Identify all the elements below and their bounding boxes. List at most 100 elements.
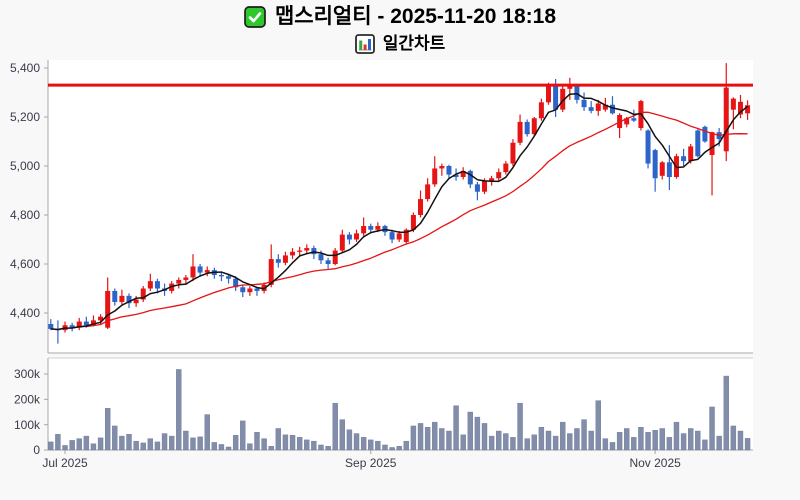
volume-bar bbox=[62, 445, 68, 451]
candle-body bbox=[176, 279, 182, 284]
volume-bar bbox=[567, 433, 573, 451]
volume-bar bbox=[446, 430, 452, 451]
volume-bar bbox=[645, 432, 651, 451]
volume-bar bbox=[545, 430, 552, 451]
x-tick-label: Sep 2025 bbox=[345, 456, 397, 470]
volume-bars bbox=[48, 369, 751, 451]
volume-bar bbox=[595, 400, 601, 451]
volume-bar bbox=[723, 375, 729, 451]
candle-body bbox=[702, 126, 708, 142]
volume-bar bbox=[112, 425, 118, 451]
ma20-line bbox=[50, 111, 748, 331]
candle-body bbox=[553, 85, 559, 110]
candle-body bbox=[375, 226, 381, 230]
volume-bar bbox=[240, 420, 246, 451]
volume-bar bbox=[439, 428, 445, 451]
volume-bar bbox=[410, 425, 417, 451]
volume-bar bbox=[467, 411, 473, 451]
candle-body bbox=[98, 316, 104, 321]
volume-bar bbox=[346, 429, 353, 451]
candle-body bbox=[681, 156, 687, 162]
price-tick-label: 5,200 bbox=[10, 110, 40, 124]
candle-body bbox=[126, 295, 132, 304]
volume-bar bbox=[204, 414, 210, 451]
candle-body bbox=[723, 87, 729, 152]
volume-bar bbox=[218, 444, 225, 451]
candle-body bbox=[254, 288, 260, 291]
candle-body bbox=[531, 118, 537, 135]
volume-bar bbox=[588, 430, 594, 451]
candle-body bbox=[233, 278, 239, 288]
candle-body bbox=[325, 260, 331, 264]
x-tick-label: Nov 2025 bbox=[629, 456, 681, 470]
candle-body bbox=[730, 98, 736, 110]
candle-body bbox=[602, 104, 608, 110]
candle-body bbox=[268, 259, 274, 285]
volume-bar bbox=[225, 446, 232, 451]
candle-body bbox=[574, 85, 580, 100]
candle-body bbox=[567, 85, 573, 89]
chart-title: 맵스리얼티 - 2025-11-20 18:18 bbox=[274, 5, 557, 28]
volume-bar bbox=[417, 423, 424, 451]
candle-body bbox=[197, 266, 203, 273]
volume-bar bbox=[624, 428, 630, 451]
candle-body bbox=[396, 233, 402, 240]
volume-bar bbox=[453, 405, 459, 451]
candle-body bbox=[474, 184, 480, 192]
candle-body bbox=[546, 85, 551, 103]
candle-body bbox=[418, 199, 424, 215]
volume-bar bbox=[83, 435, 90, 451]
volume-bar bbox=[304, 439, 310, 451]
volume-bar bbox=[602, 438, 609, 451]
candle-body bbox=[432, 168, 438, 185]
candle-body bbox=[453, 174, 459, 178]
candle-body bbox=[460, 170, 466, 178]
candle-body bbox=[112, 290, 118, 302]
volume-bar bbox=[560, 421, 566, 451]
volume-bar bbox=[744, 438, 751, 451]
candle-body bbox=[389, 232, 395, 240]
volume-bar bbox=[296, 437, 303, 451]
volume-bar bbox=[424, 427, 431, 451]
volume-bar bbox=[282, 434, 289, 451]
volume-bar bbox=[481, 423, 488, 451]
volume-bar bbox=[69, 440, 75, 451]
volume-bar bbox=[688, 428, 694, 451]
candle-body bbox=[425, 184, 431, 200]
volume-bar bbox=[631, 437, 637, 451]
volume-bar bbox=[488, 435, 495, 451]
candles bbox=[48, 63, 751, 344]
candle-body bbox=[133, 299, 139, 304]
candle-body bbox=[645, 130, 651, 164]
volume-tick-label: 100k bbox=[14, 418, 41, 432]
price-tick-label: 4,800 bbox=[10, 208, 40, 222]
volume-bar bbox=[254, 432, 260, 451]
volume-bar bbox=[730, 425, 737, 451]
candle-body bbox=[105, 290, 111, 328]
candle-body bbox=[709, 132, 715, 155]
volume-bar bbox=[695, 430, 701, 451]
candle-body bbox=[226, 276, 232, 279]
volume-bar bbox=[261, 438, 267, 451]
volume-tick-label: 200k bbox=[14, 393, 41, 407]
volume-bar bbox=[375, 440, 381, 451]
candle-body bbox=[688, 146, 694, 162]
candle-body bbox=[304, 248, 310, 251]
price-tick-label: 5,000 bbox=[10, 159, 40, 173]
volume-bar bbox=[332, 402, 338, 451]
x-tick-label: Jul 2025 bbox=[42, 456, 88, 470]
candle-body bbox=[368, 226, 374, 230]
volume-bar bbox=[161, 433, 168, 451]
candle-body bbox=[517, 121, 523, 143]
candle-body bbox=[290, 251, 296, 256]
candle-body bbox=[446, 166, 452, 175]
volume-bar bbox=[90, 443, 97, 451]
candle-body bbox=[482, 180, 488, 192]
volume-bar bbox=[289, 435, 296, 451]
volume-bar bbox=[97, 437, 104, 451]
volume-bar bbox=[609, 442, 616, 451]
volume-bar bbox=[496, 430, 502, 451]
volume-bar bbox=[368, 439, 374, 451]
candle-body bbox=[297, 250, 303, 252]
volume-bar bbox=[55, 434, 61, 451]
